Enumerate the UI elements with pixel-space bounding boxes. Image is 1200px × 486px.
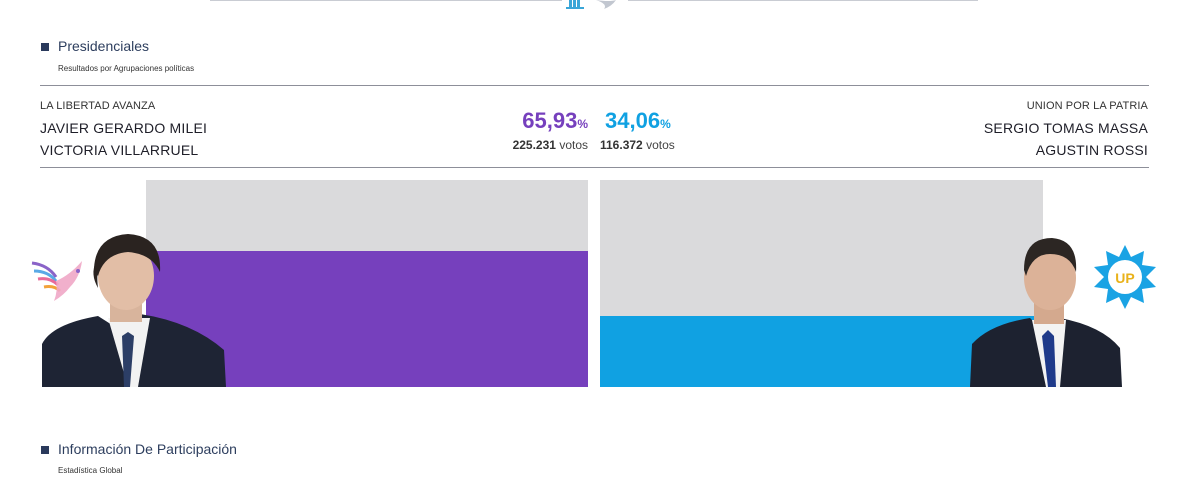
section-subtitle-presidenciales: Resultados por Agrupaciones políticas [58,64,195,73]
header-divider-right [628,0,978,1]
section-marker [41,43,49,51]
candidate-president-lla: JAVIER GERARDO MILEI [40,120,208,136]
header-divider-left [210,0,562,1]
candidate-photo-lla [42,234,226,387]
candidate-vice-lla: VICTORIA VILLARRUEL [40,142,199,158]
dove-logo-icon [31,261,82,301]
divider-top [40,85,1149,86]
candidate-president-up: SERGIO TOMAS MASSA [983,120,1148,136]
candidate-photo-up [970,238,1122,387]
section-subtitle-participacion: Estadística Global [58,466,123,475]
section-title-participacion: Información De Participación [58,441,237,457]
votes-lla: 225.231 votos [512,138,588,152]
union-por-la-patria-sun-logo-icon: UP [1094,245,1156,309]
votes-up: 116.372 votos [600,138,675,152]
party-name-up: UNION POR LA PATRIA [1026,100,1148,112]
section-title-presidenciales: Presidenciales [58,38,150,54]
percent-lla: 65,93% [522,108,588,133]
section-marker [41,446,49,454]
party-name-lla: LA LIBERTAD AVANZA [40,100,156,112]
argentina-emblem-icon [566,0,616,9]
candidate-vice-up: AGUSTIN ROSSI [1035,142,1148,158]
up-logo-text: UP [1115,270,1134,286]
result-bar-fill-up [600,316,1043,387]
percent-up: 34,06% [605,108,671,133]
result-bar-up [600,180,1043,387]
divider-bottom [40,167,1149,168]
